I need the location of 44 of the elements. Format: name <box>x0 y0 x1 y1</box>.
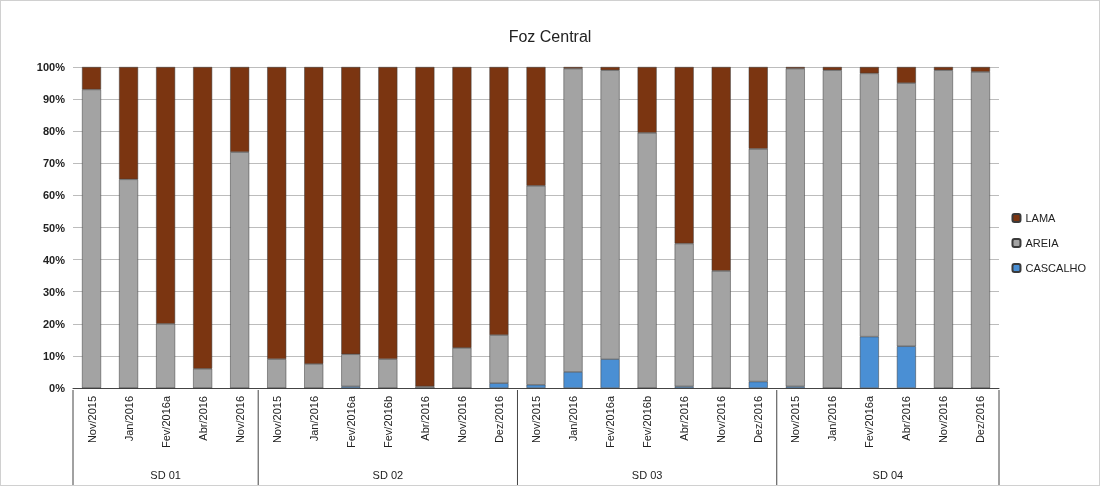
text: SD 04 <box>872 469 904 481</box>
y-tick-label: 80% <box>42 125 66 138</box>
x-tick-label: Fev/2016b <box>381 396 394 448</box>
x-tick-label: Abr/2016 <box>418 396 431 441</box>
x-tick-label: Abr/2016 <box>900 396 913 441</box>
text: SD 01 <box>150 469 181 481</box>
x-tick-label: Nov/2015 <box>270 396 283 444</box>
x-tick-label: Fev/2016a <box>159 395 172 448</box>
x-tick-label: Fev/2016a <box>604 395 617 448</box>
y-tick-label: 0% <box>49 382 66 394</box>
legend-label: CASCALHO <box>1025 262 1087 274</box>
x-tick-label: Dez/2016 <box>752 396 765 444</box>
y-tick-label: 100% <box>36 61 66 73</box>
x-tick-label: Jan/2016 <box>826 396 839 442</box>
x-tick-label: Dez/2016 <box>492 396 505 444</box>
x-tick-label: Abr/2016 <box>678 396 691 441</box>
x-tick-label: Nov/2016 <box>937 396 950 444</box>
y-tick-label: 10% <box>42 349 66 362</box>
x-tick-label: Dez/2016 <box>974 396 987 444</box>
x-tick-label: Abr/2016 <box>196 396 209 441</box>
x-tick-label: Nov/2015 <box>530 396 542 444</box>
legend-label: AREIA <box>1025 237 1060 249</box>
x-tick-label: Fev/2016a <box>863 395 876 448</box>
x-tick-label: Jan/2016 <box>307 396 320 442</box>
x-tick-label: Jan/2016 <box>122 396 135 442</box>
x-tick-label: Nov/2015 <box>85 396 98 444</box>
legend-label: LAMA <box>1025 212 1057 224</box>
x-tick-label: Nov/2015 <box>789 396 802 444</box>
y-tick-label: 50% <box>42 221 66 234</box>
y-tick-label: 60% <box>42 189 66 202</box>
x-tick-label: Nov/2016 <box>715 396 728 444</box>
y-tick-label: 40% <box>42 253 66 266</box>
chart-title: Foz Central <box>508 27 592 45</box>
x-tick-label: Nov/2016 <box>455 396 468 444</box>
y-tick-label: 70% <box>42 157 66 170</box>
y-tick-label: 90% <box>42 93 66 106</box>
y-tick-label: 20% <box>42 317 66 330</box>
text: SD 02 <box>372 469 404 481</box>
x-tick-label: Fev/2016a <box>344 395 357 448</box>
x-tick-label: Jan/2016 <box>567 396 580 442</box>
text: SD 03 <box>631 469 663 481</box>
x-tick-label: Nov/2016 <box>233 396 246 444</box>
y-tick-label: 30% <box>42 285 66 298</box>
x-tick-label: Fev/2016b <box>641 396 654 448</box>
